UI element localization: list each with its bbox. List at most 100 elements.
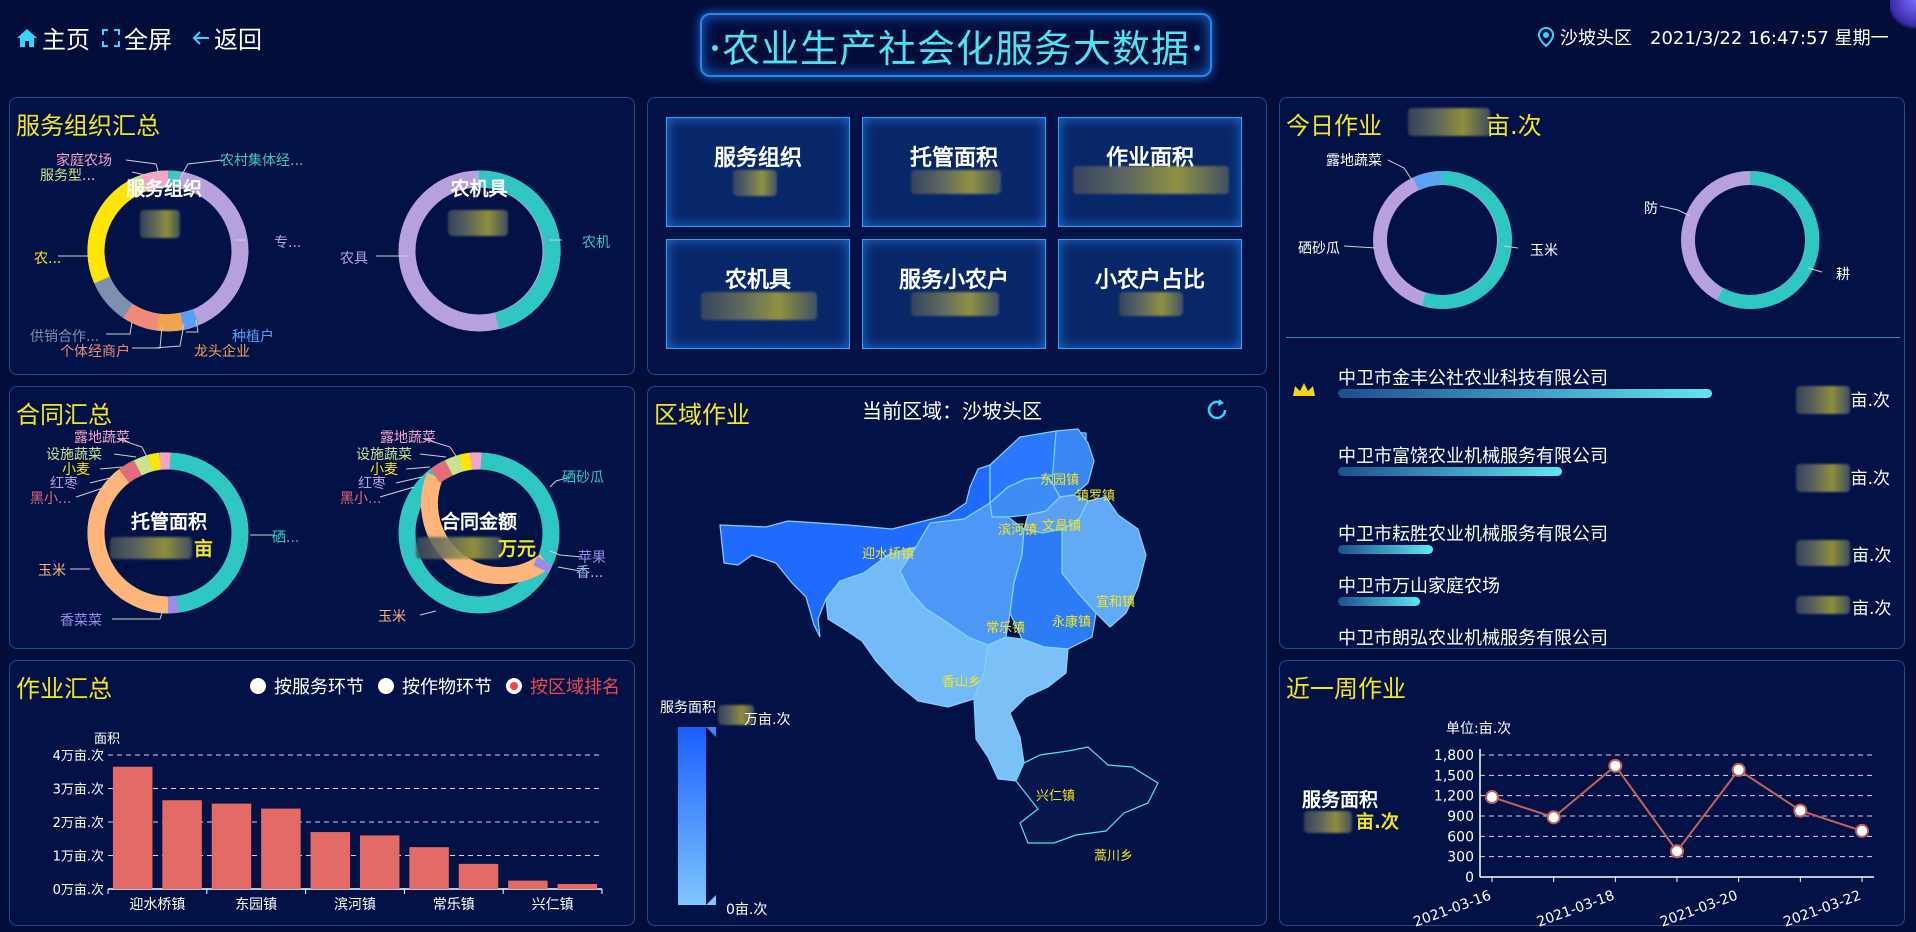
week-work-title: 近一周作业	[1286, 675, 1406, 703]
today-label-corn: 玉米	[1530, 243, 1558, 259]
line-point-3[interactable]	[1608, 758, 1623, 773]
refresh-icon[interactable]	[1204, 397, 1230, 423]
donut2-center-value-redacted	[448, 210, 508, 236]
radio-dot-selected	[506, 678, 522, 694]
week-side-value-redacted	[1304, 811, 1352, 833]
line-point-7[interactable]	[1855, 823, 1869, 838]
donut2-center-label: 农机具	[450, 178, 508, 200]
label-machine: 农机	[582, 235, 610, 251]
home-link[interactable]: 主页	[16, 20, 90, 55]
label-collective: 农村集体经...	[220, 153, 304, 169]
home-label: 主页	[42, 26, 90, 54]
map-legend-bottom-handle[interactable]	[706, 895, 716, 905]
bar-10[interactable]	[557, 883, 598, 889]
current-region-label: 当前区域：沙坡头区	[862, 399, 1042, 423]
location-datetime: 沙坡头区 2021/3/22 16:47:57 星期一	[1538, 24, 1889, 50]
rank-item-3-value-redacted	[1796, 540, 1850, 566]
stats-panel: 服务组织 托管面积 作业面积 农机具 服务小农户 小农户占比	[647, 97, 1267, 375]
map-legend-top-handle[interactable]	[706, 727, 716, 737]
c2-label-fragrant: 香...	[576, 565, 604, 581]
contract-donut1-value-redacted	[110, 537, 192, 559]
bar-ytick: 3万亩.次	[53, 782, 104, 798]
c2-label-corn: 玉米	[378, 609, 406, 625]
stat-label: 服务小农户	[898, 268, 1009, 293]
rank-item-4-name: 中卫市万山家庭农场	[1338, 576, 1500, 597]
bar-8[interactable]	[458, 863, 499, 889]
bar-5[interactable]	[310, 832, 351, 889]
radio-by-service[interactable]: 按服务环节	[250, 673, 364, 699]
c1-label-black-wheat: 黑小...	[30, 491, 72, 507]
label-specialist: 专...	[274, 235, 302, 251]
label-family-farm: 家庭农场	[56, 153, 112, 169]
region-map	[719, 428, 1159, 844]
region-xingren[interactable]	[973, 636, 1069, 782]
stat-card-small-farmer-ratio: 小农户占比	[1058, 239, 1242, 349]
radio-by-crop[interactable]: 按作物环节	[378, 673, 492, 699]
line-point-6[interactable]	[1793, 803, 1808, 818]
back-link[interactable]: 返回	[192, 20, 262, 55]
line-ytick: 1,500	[1434, 768, 1474, 784]
donut1-center-value-redacted	[140, 210, 180, 238]
bar-ytick: 0万亩.次	[53, 882, 104, 898]
rank-item-4-unit: 亩.次	[1852, 599, 1892, 619]
stat-card-work-area: 作业面积	[1058, 117, 1242, 227]
line-ylabel: 单位:亩.次	[1446, 720, 1511, 737]
rank-item-2-value-redacted	[1796, 464, 1850, 492]
stat-label: 服务组织	[713, 146, 802, 171]
contract-donut2-center-label: 合同金额	[440, 511, 517, 533]
stat-value-redacted	[911, 170, 1001, 194]
region-title: 区域作业	[654, 401, 750, 429]
c1-label-corn: 玉米	[38, 563, 66, 579]
bar-9[interactable]	[508, 880, 548, 889]
map-legend-gradient[interactable]	[678, 727, 706, 905]
line-point-5[interactable]	[1731, 762, 1746, 777]
line-ytick: 600	[1447, 829, 1474, 845]
service-org-panel: 服务组织汇总	[9, 97, 635, 375]
bar-6[interactable]	[359, 835, 400, 889]
radio-dot	[250, 678, 266, 694]
label-coop: 供销合作...	[30, 329, 100, 345]
region-yongkang[interactable]	[1009, 528, 1097, 650]
fullscreen-icon	[102, 28, 120, 47]
bar-ylabel: 面积	[94, 732, 120, 747]
line-ytick: 1,200	[1434, 789, 1474, 805]
line-xtick-label: 2021-03-20	[1658, 888, 1740, 927]
town-yingshuiqiao: 迎水桥镇	[862, 547, 915, 562]
stat-card-small-farmers: 服务小农户	[862, 239, 1046, 349]
donut1-segment-individual	[123, 303, 160, 331]
town-xingren: 兴仁镇	[1036, 789, 1076, 804]
fullscreen-link[interactable]: 全屏	[102, 20, 172, 55]
radio-by-region[interactable]: 按区域排名	[506, 673, 620, 699]
service-org-donuts	[58, 159, 562, 349]
donut1-segment-collective	[167, 170, 182, 189]
service-org-title: 服务组织汇总	[16, 112, 160, 140]
bar-2[interactable]	[162, 800, 202, 889]
region-haochuan[interactable]	[1015, 746, 1159, 844]
c1-label-wheat: 小麦	[62, 462, 90, 478]
bar-4[interactable]	[261, 808, 301, 889]
bar-3[interactable]	[211, 803, 252, 889]
line-ytick: 900	[1447, 809, 1474, 825]
work-summary-title: 作业汇总	[16, 675, 112, 703]
line-point-1[interactable]	[1485, 790, 1499, 805]
rank-item-3-name: 中卫市耘胜农业机械服务有限公司	[1338, 524, 1608, 545]
line-ytick: 300	[1447, 850, 1474, 866]
location-pin-icon	[1538, 27, 1554, 47]
line-ytick: 1,800	[1434, 748, 1474, 764]
c2-label-jujube: 红枣	[358, 476, 386, 492]
rank-item-2-name: 中卫市富饶农业机械服务有限公司	[1338, 446, 1608, 467]
bar-1[interactable]	[112, 766, 153, 889]
line-point-4[interactable]	[1670, 844, 1684, 859]
work-summary-panel: 作业汇总 按服务环节 按作物环节 按区域排名 面积 0万亩.次 1万亩.次 2万亩.次…	[9, 660, 635, 926]
back-arrow-icon	[192, 30, 209, 45]
stat-value-redacted	[701, 292, 817, 320]
region-map-panel: 区域作业 当前区域：沙坡头区 东园镇 镇罗镇 迎水桥镇 滨河镇 文昌镇 宣和镇 …	[647, 386, 1267, 926]
fullscreen-label: 全屏	[124, 26, 172, 54]
week-work-panel: 近一周作业 服务面积 亩.次 单位:亩.次 0 300 600 900 1,200 1,50…	[1279, 660, 1905, 927]
town-xuanhe: 宣和镇	[1096, 595, 1136, 610]
donut1-segment-family	[141, 170, 169, 192]
stat-value-redacted	[1073, 166, 1229, 194]
line-point-2[interactable]	[1546, 810, 1561, 825]
donut1-segment-coop	[94, 276, 134, 319]
bar-7[interactable]	[409, 847, 449, 889]
